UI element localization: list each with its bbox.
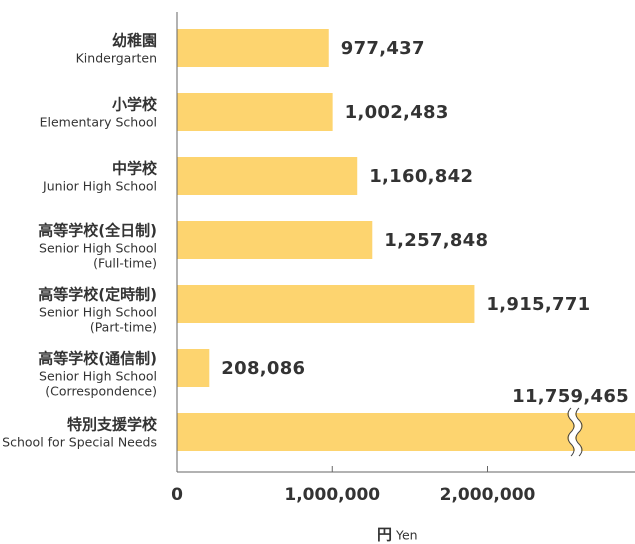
category-label: 幼稚園 bbox=[112, 32, 157, 50]
category-label: 中学校 bbox=[112, 160, 158, 178]
x-tick-label: 0 bbox=[171, 485, 183, 505]
category-label-en: School for Special Needs bbox=[2, 435, 157, 450]
category-label-en: Senior High School bbox=[39, 305, 157, 320]
axis-break-line bbox=[575, 407, 583, 457]
x-tick-label: 2,000,000 bbox=[440, 485, 536, 505]
value-label: 1,257,848 bbox=[384, 230, 488, 251]
value-label: 1,915,771 bbox=[486, 294, 590, 315]
x-axis-label-en: Yen bbox=[395, 528, 418, 543]
axis-break-line bbox=[567, 407, 575, 457]
value-label: 1,002,483 bbox=[345, 102, 449, 123]
value-label: 1,160,842 bbox=[369, 166, 473, 187]
bar bbox=[177, 349, 210, 387]
category-label-en: Senior High School bbox=[39, 241, 157, 256]
category-label-en: Elementary School bbox=[40, 115, 157, 130]
x-tick-label: 1,000,000 bbox=[284, 485, 380, 505]
category-label: 高等学校(全日制) bbox=[38, 222, 157, 240]
bar bbox=[177, 221, 373, 259]
category-label: 高等学校(通信制) bbox=[38, 350, 157, 368]
value-label: 11,759,465 bbox=[512, 386, 629, 407]
category-label-en: Kindergarten bbox=[76, 51, 157, 66]
bar bbox=[177, 93, 333, 131]
value-label: 977,437 bbox=[341, 38, 425, 59]
category-label-en: (Full-time) bbox=[93, 256, 157, 271]
category-label-en: Senior High School bbox=[39, 369, 157, 384]
category-label-en: Junior High School bbox=[42, 179, 157, 194]
value-label: 208,086 bbox=[221, 358, 305, 379]
bar bbox=[177, 285, 475, 323]
category-label: 小学校 bbox=[112, 96, 158, 114]
axis-break bbox=[569, 405, 581, 459]
bar bbox=[177, 29, 329, 67]
category-label-en: (Part-time) bbox=[90, 320, 157, 335]
category-label: 特別支援学校 bbox=[67, 416, 158, 434]
x-axis-label: 円 bbox=[377, 526, 392, 544]
bar bbox=[177, 157, 358, 195]
bar bbox=[177, 413, 635, 451]
category-label: 高等学校(定時制) bbox=[38, 286, 157, 304]
category-label-en: (Correspondence) bbox=[45, 384, 157, 399]
